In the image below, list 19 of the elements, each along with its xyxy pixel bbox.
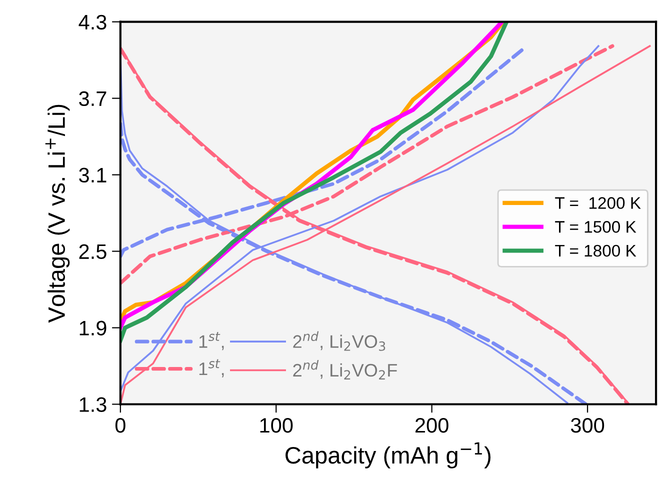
legend-label: 1$^{st}$, [199,332,224,350]
y-tick-label: 2.5 [79,244,106,260]
y-tick-label: 3.7 [79,91,106,106]
x-tick-label: 300 [570,418,604,433]
y-tick-label: 3.1 [79,168,106,183]
x-tick-label: 200 [415,418,448,433]
y-axis-title: Voltage (V vs. Li$^{+}$/Li) [45,104,70,323]
y-tick-label: 1.3 [80,397,106,412]
x-tick-label: 0 [115,418,126,433]
legend-label: T = 1200 K [555,197,641,209]
y-tick-label: 1.9 [80,320,106,336]
x-axis-title: Capacity (mAh g$^{−1}$) [286,442,490,468]
legend-label: T = 1800 K [555,244,636,257]
x-tick-label: 100 [260,418,293,433]
y-tick-label: 4.3 [78,14,106,30]
legend-label: 2$^{nd}$, Li$_{2}$VO$_{2}$F [293,360,397,380]
legend-label: 2$^{nd}$, Li$_{2}$VO$_{3}$ [293,331,386,351]
legend-label: T = 1500 K [555,221,636,233]
legend-label: 1$^{st}$, [199,359,224,378]
